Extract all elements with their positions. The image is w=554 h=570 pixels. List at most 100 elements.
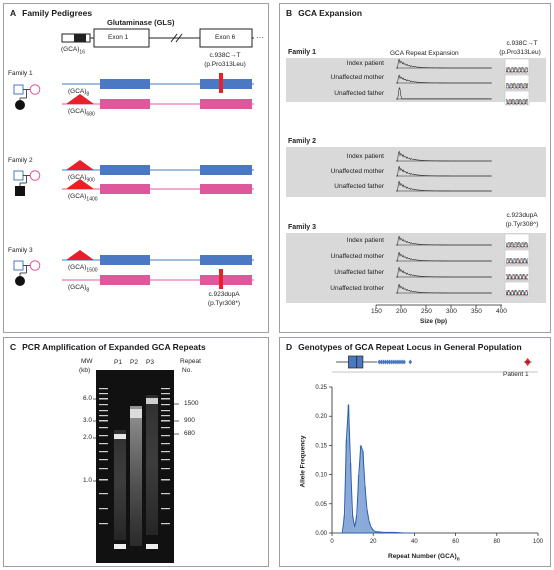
repeat-tick-1500: 1500 xyxy=(184,400,199,407)
chromatogram-2 xyxy=(504,90,530,106)
pedigree-diagram xyxy=(13,28,254,289)
chromatogram-0 xyxy=(504,58,530,74)
expansion-traces xyxy=(375,58,530,308)
trace-row-3 xyxy=(396,150,492,162)
family2-allele-pink: (GCA)1400 xyxy=(68,193,98,203)
boxplot xyxy=(332,355,538,373)
chromatogram-3 xyxy=(504,233,530,249)
family3-label: Family 3 xyxy=(8,247,33,254)
gel-ticks xyxy=(93,398,179,482)
panel-c-title: C PCR Amplification of Expanded GCA Repea… xyxy=(10,342,206,352)
density-curve xyxy=(341,404,415,534)
gel-image xyxy=(93,370,179,563)
bar-14 xyxy=(370,527,373,533)
ellipsis-label: ··· xyxy=(256,33,264,42)
family2-alleles xyxy=(62,160,254,194)
panel-d: D Genotypes of GCA Repeat Locus in Genera… xyxy=(279,337,551,567)
lane-p3-primer xyxy=(146,544,158,549)
bar-5 xyxy=(351,515,354,533)
x-tick-label-3: 60 xyxy=(452,539,459,545)
family3-protein-b: (p.Tyr308^) xyxy=(505,221,539,228)
bar-8 xyxy=(357,474,360,533)
repeat-tick-900: 900 xyxy=(184,417,195,424)
mw-tick-1: 1.0 xyxy=(82,477,92,484)
bar-11 xyxy=(363,486,366,533)
bar-7 xyxy=(355,515,358,533)
x-tick-250: 250 xyxy=(421,308,432,315)
family1-title: Family 1 xyxy=(288,49,317,56)
x-tick-150: 150 xyxy=(371,308,382,315)
family1-mutation: c.938C→T xyxy=(209,52,241,59)
family3-band xyxy=(286,233,546,303)
panel-d-title: D Genotypes of GCA Repeat Locus in Genera… xyxy=(286,342,522,352)
exon1-label: Exon 1 xyxy=(108,34,129,41)
trace-row-8 xyxy=(396,266,492,278)
family3-pedigree xyxy=(13,260,41,286)
family3-allele-pink: (GCA)8 xyxy=(68,284,90,294)
outlier-0 xyxy=(377,359,382,365)
family1-mutation-b: c.938C→T xyxy=(506,40,538,47)
lane-p2: P2 xyxy=(130,359,138,366)
f3-row-3: Unaffected brother xyxy=(330,285,384,292)
x-axis-b xyxy=(375,304,502,308)
lane-p2-smear xyxy=(130,406,142,546)
lane-p3-band xyxy=(146,398,158,404)
ladder-right xyxy=(161,388,170,525)
family3-mutation: c.923dupA xyxy=(208,291,240,298)
f3-row-2: Unaffected father xyxy=(334,269,384,276)
x-tick-label-0: 0 xyxy=(330,539,334,545)
bar-15 xyxy=(372,530,375,533)
y-tick-label-5: 0.25 xyxy=(315,385,327,391)
mw-unit: (kb) xyxy=(79,367,91,374)
lane-p3: P3 xyxy=(146,359,154,366)
bar-10 xyxy=(361,451,364,533)
family3-allele-blue: (GCA)1500 xyxy=(68,264,98,274)
lane-p1-primer xyxy=(114,544,126,549)
f2-row-2: Unaffected father xyxy=(334,183,384,190)
lane-p1-band xyxy=(114,434,126,439)
outlier-3 xyxy=(383,359,388,365)
ladder-left xyxy=(99,388,108,525)
outlier-1 xyxy=(379,359,384,365)
x-tick-350: 350 xyxy=(471,308,482,315)
genotype-chart: 0.00 0.05 0.10 0.15 0.20 0.25 0 20 40 60 80 100 xyxy=(315,355,544,545)
lane-p3-smear xyxy=(146,395,158,535)
bar-12 xyxy=(365,509,369,533)
family2-allele-blue: (GCA)900 xyxy=(68,174,95,184)
ref-repeat-label: (GCA)16 xyxy=(61,46,85,56)
repeat-unit: No. xyxy=(182,367,193,374)
outlier-5 xyxy=(387,359,392,365)
lane-p2-band xyxy=(130,409,142,418)
f1-row-1: Unaffected mother xyxy=(330,74,384,81)
bar-1 xyxy=(343,515,346,533)
y-tick-label-4: 0.20 xyxy=(315,414,327,420)
family2-pedigree xyxy=(13,170,41,196)
trace-row-4 xyxy=(396,165,492,177)
bar-6 xyxy=(353,527,356,533)
outlier-4 xyxy=(385,359,390,365)
outlier-12 xyxy=(402,359,406,365)
y-tick-label-1: 0.05 xyxy=(315,502,327,508)
x-tick-400: 400 xyxy=(496,308,507,315)
histogram-bars xyxy=(343,404,395,533)
repeat-label: Repeat xyxy=(180,358,201,365)
bar-13 xyxy=(368,521,371,533)
family2-title: Family 2 xyxy=(288,138,317,145)
x-tick-label-2: 40 xyxy=(411,539,418,545)
panel-a: A Family Pedigrees Glutaminase (GLS) xyxy=(3,3,269,333)
outlier-6 xyxy=(389,359,394,365)
exon6-label: Exon 6 xyxy=(215,34,236,41)
boxplot-box xyxy=(348,355,364,369)
bar-2 xyxy=(345,439,348,533)
family3-protein: (p.Tyr308*) xyxy=(207,300,241,307)
bar-4 xyxy=(349,462,352,533)
panel-a-title: A Family Pedigrees xyxy=(10,8,93,18)
trace-row-7 xyxy=(396,251,492,262)
chromatogram-1 xyxy=(504,74,530,90)
patient-label: Patient 1 xyxy=(503,371,529,378)
bar-9 xyxy=(359,445,362,533)
outlier-11 xyxy=(400,359,404,365)
outlier-13 xyxy=(408,359,413,365)
panel-b: B GCA Expansion Family 1 GCA Repeat Expan… xyxy=(279,3,551,333)
panel-c: C PCR Amplification of Expanded GCA Repea… xyxy=(3,337,269,567)
